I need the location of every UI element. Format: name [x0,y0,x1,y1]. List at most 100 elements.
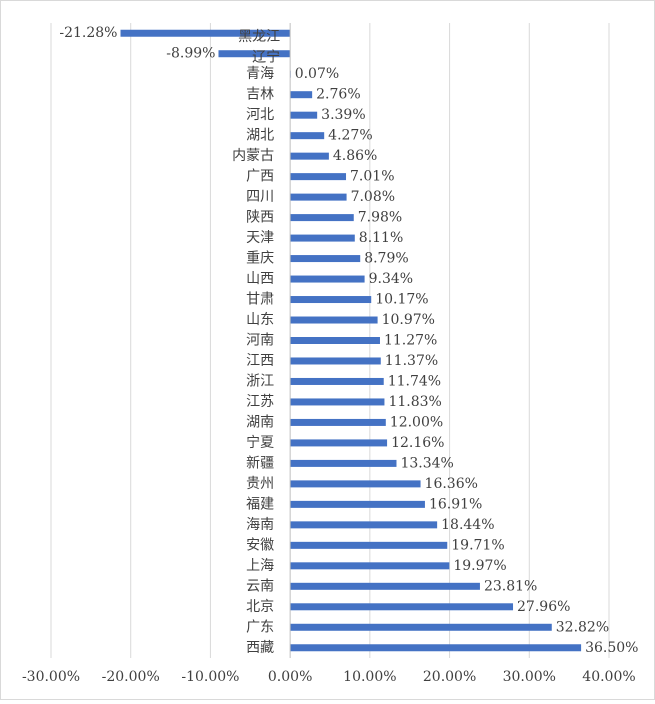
bar [290,357,381,365]
value-label: -21.28% [59,25,117,41]
bar [290,480,421,488]
bar [290,234,355,242]
bar [290,562,450,570]
value-label: 12.00% [390,414,443,430]
category-label: 贵州 [246,476,274,492]
gridlines [50,23,610,658]
category-label: 重庆 [246,251,274,267]
bar [290,173,347,181]
value-label: 11.83% [388,394,441,410]
bar [290,500,425,508]
x-tick-label: 0.00% [268,669,312,685]
value-label: 9.34% [369,271,413,287]
category-label: 海南 [246,517,274,533]
value-label: 7.98% [358,210,402,226]
x-tick-label: -30.00% [22,669,80,685]
category-label: 四川 [246,189,274,205]
x-tick-label: -10.00% [181,669,239,685]
category-label: 福建 [246,496,274,512]
bar [218,50,291,58]
value-label: 11.37% [385,353,438,369]
category-label: 江苏 [246,394,274,410]
category-label: 安徽 [246,537,274,553]
value-label: 36.50% [585,640,638,656]
bar [290,255,361,263]
bar [290,275,365,283]
category-label: 辽宁 [252,49,280,66]
bar [290,111,318,119]
category-label: 吉林 [246,87,274,103]
x-tick-label: -20.00% [102,669,160,685]
bar [290,541,448,549]
value-label: 2.76% [316,87,360,103]
value-label: 11.27% [384,333,437,349]
value-label: 16.91% [429,496,482,512]
value-label: 3.39% [321,107,365,123]
x-axis-tick-labels: -30.00% -20.00% -10.00% 0.00% 10.00% 20.00% 30… [22,669,636,685]
x-tick-label: 10.00% [343,669,396,685]
value-label: 7.01% [350,169,394,185]
category-label: 甘肃 [246,292,274,308]
bar [290,377,384,385]
bar [290,337,380,344]
value-label: 7.08% [351,189,395,205]
value-label: 10.17% [375,292,428,308]
category-label: 云南 [246,578,274,594]
value-label: 0.07% [295,66,339,82]
category-label: 黑龙江 [238,29,280,45]
bar [290,521,438,529]
category-label: 内蒙古 [232,148,274,164]
value-label: 13.34% [400,455,453,471]
category-label: 湖北 [246,128,274,144]
bar [290,623,552,631]
category-label: 广西 [246,169,274,185]
value-label: 12.16% [391,435,444,451]
category-labels: 黑龙江辽宁青海吉林河北湖北内蒙古广西四川陕西天津重庆山西甘肃山东河南江西浙江江苏… [232,29,280,656]
category-label: 浙江 [246,373,274,389]
bar [290,459,397,467]
value-labels: -21.28% -8.99% 0.07% 2.76% 3.39% 4.27% 4.86% 7.… [59,25,638,656]
value-label: 32.82% [556,619,609,635]
bar [290,582,480,590]
category-label: 山东 [246,312,274,328]
value-label: 16.36% [425,476,478,492]
bar [290,603,514,611]
category-label: 湖南 [246,414,274,430]
x-tick-label: 20.00% [423,669,476,685]
category-label: 河北 [246,107,274,123]
bar [290,398,385,406]
category-label: 天津 [246,230,274,246]
value-label: 4.86% [333,148,377,164]
bar [290,152,329,160]
category-label: 上海 [246,558,274,574]
category-label: 西藏 [246,640,274,656]
category-label: 宁夏 [246,434,274,451]
category-label: 新疆 [246,455,274,471]
bar [290,316,378,324]
value-label: 10.97% [382,312,435,328]
bar [290,193,347,201]
category-label: 广东 [246,619,274,635]
bar [290,296,372,304]
bar [290,214,354,222]
bar [290,418,386,426]
value-label: 4.27% [328,128,372,144]
x-tick-label: 40.00% [582,669,635,685]
x-tick-label: 30.00% [503,669,556,685]
bars [120,29,582,652]
value-label: 11.74% [388,373,441,389]
category-label: 青海 [246,66,274,82]
value-label: 18.44% [441,517,494,533]
value-label: 8.79% [364,251,408,267]
category-label: 北京 [246,599,274,615]
bar [120,29,291,37]
value-label: 19.97% [453,558,506,574]
bar [290,132,325,140]
bar [290,644,582,652]
category-label: 陕西 [246,210,274,226]
value-label: -8.99% [166,46,215,62]
value-label: 8.11% [359,230,403,246]
bar [290,439,388,447]
